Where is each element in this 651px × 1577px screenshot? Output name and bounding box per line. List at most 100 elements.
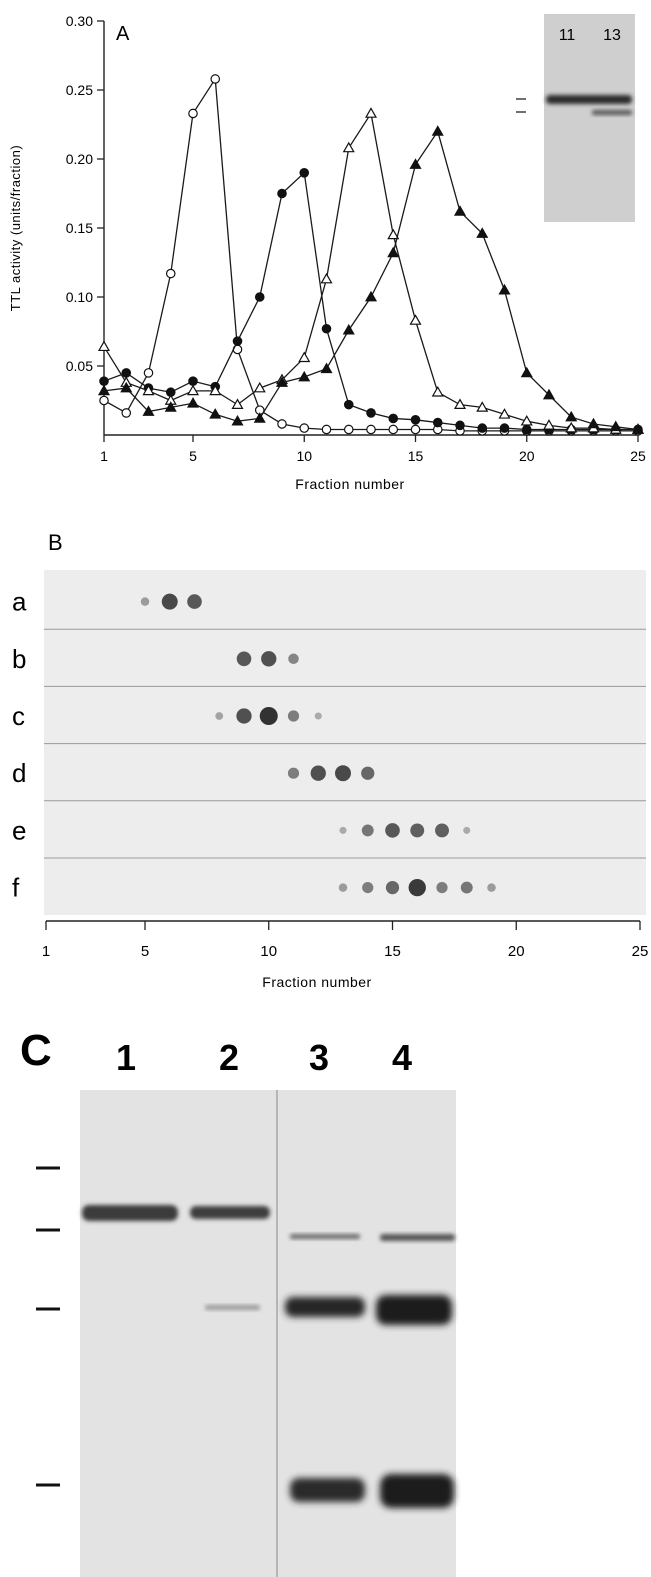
data-point-open-circle xyxy=(299,423,310,433)
data-point-filled-triangle xyxy=(431,125,444,136)
data-point-open-circle xyxy=(277,419,287,429)
panel-a-y-tick-label: 0.10 xyxy=(66,289,93,305)
blot-dot xyxy=(436,882,448,894)
panel-a-x-ticks: 1 5 10 15 20 25 xyxy=(100,435,646,464)
data-point-filled-circle xyxy=(432,417,443,428)
data-point-filled-triangle xyxy=(520,366,533,378)
panel-b-row-label: c xyxy=(12,701,25,731)
lane4-band-high xyxy=(380,1234,455,1241)
data-point-open-circle xyxy=(366,424,376,435)
data-point-open-circle xyxy=(188,108,198,119)
blot-dot xyxy=(259,707,278,725)
data-point-filled-triangle xyxy=(609,420,622,432)
data-point-filled-triangle xyxy=(275,376,289,387)
data-point-filled-triangle xyxy=(565,410,578,422)
panel-a-y-axis-label: TTL activity (units/fraction) xyxy=(8,145,23,311)
data-point-filled-triangle xyxy=(476,227,489,238)
panel-c-gel: C 1 2 3 4 xyxy=(20,1026,456,1577)
data-point-open-triangle xyxy=(498,408,511,419)
panel-a-x-tick-label: 5 xyxy=(189,448,197,464)
panel-c-lane-3-label: 3 xyxy=(309,1037,329,1078)
data-point-open-triangle xyxy=(364,107,378,118)
data-point-open-triangle xyxy=(253,381,266,393)
panel-c-label: C xyxy=(20,1026,52,1075)
panel-b-x-tick-label: 5 xyxy=(141,943,149,960)
lane4-band-mid xyxy=(376,1295,452,1325)
data-point-filled-triangle xyxy=(253,412,266,423)
panel-a-x-tick-label: 15 xyxy=(408,448,424,464)
data-point-filled-triangle xyxy=(164,401,177,412)
panel-b-blot-background xyxy=(44,570,646,915)
data-point-open-circle xyxy=(143,368,154,378)
data-point-filled-circle xyxy=(121,368,132,378)
panel-a-label: A xyxy=(116,23,130,45)
panel-a-x-axis-label: Fraction number xyxy=(295,476,404,492)
data-point-filled-triangle xyxy=(342,323,355,335)
inset-lower-band xyxy=(592,110,632,115)
panel-c-lane-2-label: 2 xyxy=(219,1037,239,1078)
blot-dot xyxy=(335,765,351,782)
panel-a-line-chart: A 0.050.100.150.200.250.30 1 5 10 15 20 25 TT… xyxy=(8,13,646,492)
data-point-filled-circle xyxy=(254,292,265,302)
data-point-filled-triangle xyxy=(453,205,467,216)
data-point-open-triangle xyxy=(542,419,556,430)
panel-b-x-tick-label: 1 xyxy=(42,943,50,960)
panel-b-x-tick-label: 15 xyxy=(384,943,401,960)
lane3-band-low xyxy=(290,1478,365,1502)
panel-b-x-axis-label: Fraction number xyxy=(262,974,371,990)
blot-dot xyxy=(460,881,473,894)
inset-upper-band xyxy=(546,95,632,104)
blot-dot xyxy=(487,883,496,892)
panel-b-row-label: d xyxy=(12,758,26,788)
data-point-filled-circle xyxy=(277,188,287,199)
data-point-filled-circle xyxy=(366,408,376,418)
data-point-open-circle xyxy=(121,408,132,418)
inset-gel-background xyxy=(544,14,635,222)
blot-dot xyxy=(287,767,300,779)
data-point-filled-triangle xyxy=(587,417,600,429)
data-point-open-circle xyxy=(388,424,399,435)
data-point-filled-triangle xyxy=(387,246,400,258)
data-point-filled-triangle xyxy=(542,388,556,400)
data-point-open-triangle xyxy=(387,228,400,240)
data-point-filled-circle xyxy=(521,424,532,435)
data-point-filled-circle xyxy=(299,168,310,178)
inset-lane-11-label: 11 xyxy=(559,27,576,44)
data-point-open-triangle xyxy=(342,141,355,153)
data-point-open-circle xyxy=(321,424,332,435)
data-point-open-triangle xyxy=(409,314,422,325)
data-point-filled-triangle xyxy=(120,381,133,393)
data-point-filled-triangle xyxy=(631,423,645,434)
panel-b-row-label: a xyxy=(12,587,27,617)
data-point-filled-circle xyxy=(477,423,488,433)
data-point-open-circle xyxy=(410,424,421,435)
data-point-open-circle xyxy=(210,74,221,84)
data-point-filled-circle xyxy=(455,420,465,431)
lane3-band-high xyxy=(290,1234,360,1239)
data-point-open-triangle xyxy=(320,272,333,284)
blot-dot xyxy=(236,708,252,724)
data-point-filled-triangle xyxy=(409,158,422,169)
data-point-open-triangle xyxy=(97,340,111,352)
panel-a-y-tick-label: 0.20 xyxy=(66,151,93,167)
data-point-filled-triangle xyxy=(364,290,378,302)
panel-b-x-ticks: 1 5 10 15 20 25 xyxy=(42,921,649,960)
data-point-filled-circle xyxy=(99,376,109,386)
panel-b-x-tick-label: 25 xyxy=(632,943,649,960)
data-point-filled-circle xyxy=(388,413,399,424)
data-point-filled-triangle xyxy=(97,384,111,396)
data-point-open-triangle xyxy=(476,401,489,412)
blot-dot xyxy=(339,826,347,834)
panel-b-x-tick-label: 20 xyxy=(508,943,525,960)
blot-dot xyxy=(215,712,224,720)
panel-b-x-tick-label: 10 xyxy=(260,943,277,960)
blot-dot xyxy=(288,653,299,665)
data-point-filled-triangle xyxy=(498,283,511,295)
lane3-band-mid xyxy=(285,1297,365,1317)
panel-b-row-label: f xyxy=(12,873,20,903)
lane4-band-low xyxy=(380,1474,454,1508)
panel-c-lane-1-label: 1 xyxy=(116,1037,136,1078)
data-point-filled-triangle xyxy=(298,370,311,382)
